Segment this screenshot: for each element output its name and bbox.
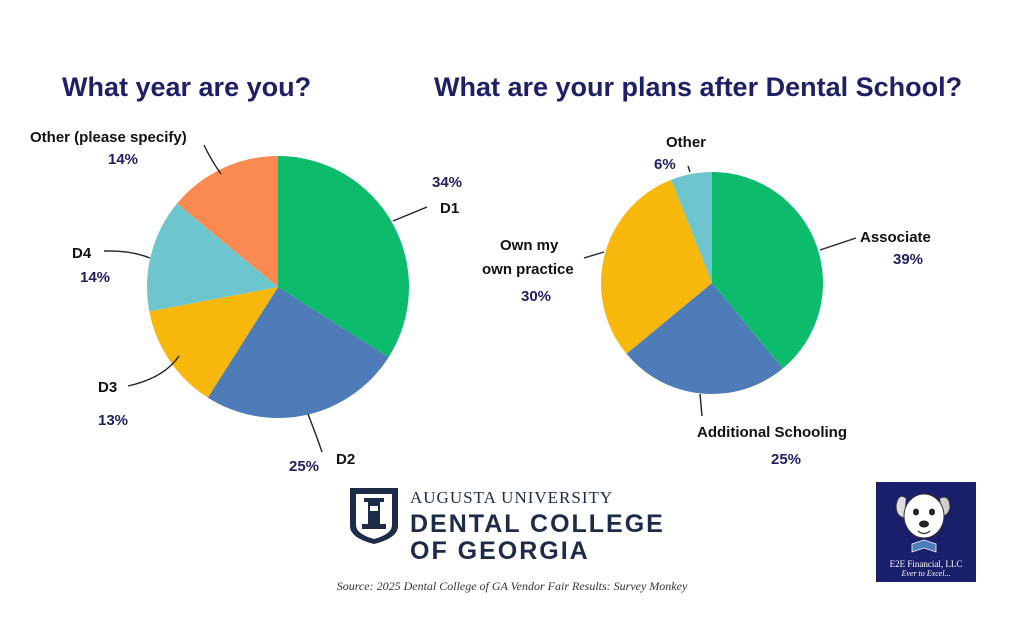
slice-label-own-practice: Own my own practice	[482, 237, 574, 278]
slice-label-associate: Associate	[860, 229, 931, 246]
slice-label-other-specify: Other (please specify)	[30, 129, 187, 146]
slice-label-d1: D1	[440, 200, 459, 217]
leader-lines	[103, 144, 857, 453]
pct-label-additional-schooling: 25%	[771, 451, 801, 468]
pie-slice-additional-schooling	[626, 283, 783, 394]
pie-slice-own-my-own-practice	[600, 179, 712, 354]
logo-university-name: AUGUSTA UNIVERSITY	[410, 488, 614, 507]
pie-slice-d2	[207, 287, 389, 419]
university-crest-icon	[350, 488, 398, 544]
badge-company-name: E2E Financial, LLC	[889, 559, 963, 569]
pct-label-associate: 39%	[893, 251, 923, 268]
pie-slice-d3	[149, 287, 278, 398]
pct-label-d4: 14%	[80, 269, 110, 286]
e2e-financial-badge: E2E Financial, LLC Ever to Excel...	[876, 482, 976, 582]
augusta-university-logo: AUGUSTA UNIVERSITY DENTAL COLLEGE OF GEO…	[346, 486, 686, 566]
pct-label-other-specify: 14%	[108, 151, 138, 168]
pie-slice-d1	[278, 156, 410, 358]
source-note: Source: 2025 Dental College of GA Vendor…	[336, 579, 688, 593]
slice-label-d4: D4	[72, 245, 92, 262]
pct-label-own-practice: 30%	[521, 288, 551, 305]
logo-college-state: OF GEORGIA	[410, 537, 590, 565]
slice-label-own-practice-line1: Own my	[500, 237, 559, 254]
slice-label-other: Other	[666, 134, 706, 151]
dog-mascot-icon	[895, 493, 951, 553]
pie-slice-other-please-specify	[177, 156, 278, 287]
slice-label-additional-schooling: Additional Schooling	[697, 424, 847, 441]
chart-title-plans: What are your plans after Dental School?	[434, 72, 963, 102]
chart-title-year: What year are you?	[62, 72, 312, 102]
pie-year	[146, 156, 410, 419]
pct-label-d3: 13%	[98, 412, 128, 429]
badge-tagline: Ever to Excel...	[901, 569, 951, 578]
pie-plans	[600, 172, 823, 394]
pie-slice-d4	[146, 203, 278, 312]
logo-college-name: DENTAL COLLEGE	[410, 510, 665, 538]
slice-label-own-practice-line2: own practice	[482, 261, 574, 278]
pie-slice-other	[671, 172, 712, 283]
slice-label-d2: D2	[336, 451, 355, 468]
slice-label-d3: D3	[98, 379, 117, 396]
pct-label-d2: 25%	[289, 458, 319, 475]
pct-label-d1: 34%	[432, 174, 462, 191]
pie-slice-associate	[712, 172, 823, 369]
pct-label-other: 6%	[654, 156, 676, 173]
